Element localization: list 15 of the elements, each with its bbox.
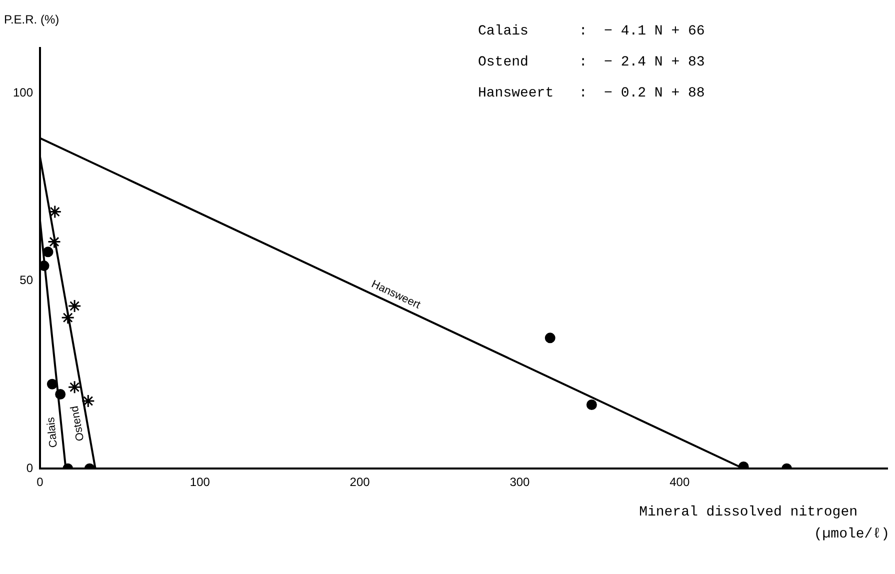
annotation: Ostend : − 2.4 N + 83 <box>478 54 705 71</box>
x-tick-label: 100 <box>190 475 210 490</box>
y-axis-title: P.E.R. (%) <box>4 12 60 26</box>
x-axis-title: Mineral dissolved nitrogen (µmole/ℓ) <box>639 504 890 542</box>
text: Ostend <box>68 405 87 442</box>
x-tick-label: 400 <box>670 475 690 490</box>
text: Calais <box>44 416 60 448</box>
x-tick-label: 0 <box>36 475 44 490</box>
annotation: Hansweert : − 0.2 N + 88 <box>478 86 705 102</box>
text: Calais : − 4.1 N + 66 <box>478 24 705 40</box>
x-tick-label: 200 <box>350 475 370 490</box>
x-tick-label: 300 <box>510 475 530 490</box>
y-tick-label: 0 <box>26 460 34 475</box>
y-tick-label: 100 <box>12 85 34 100</box>
y-tick-label: 50 <box>20 273 34 288</box>
